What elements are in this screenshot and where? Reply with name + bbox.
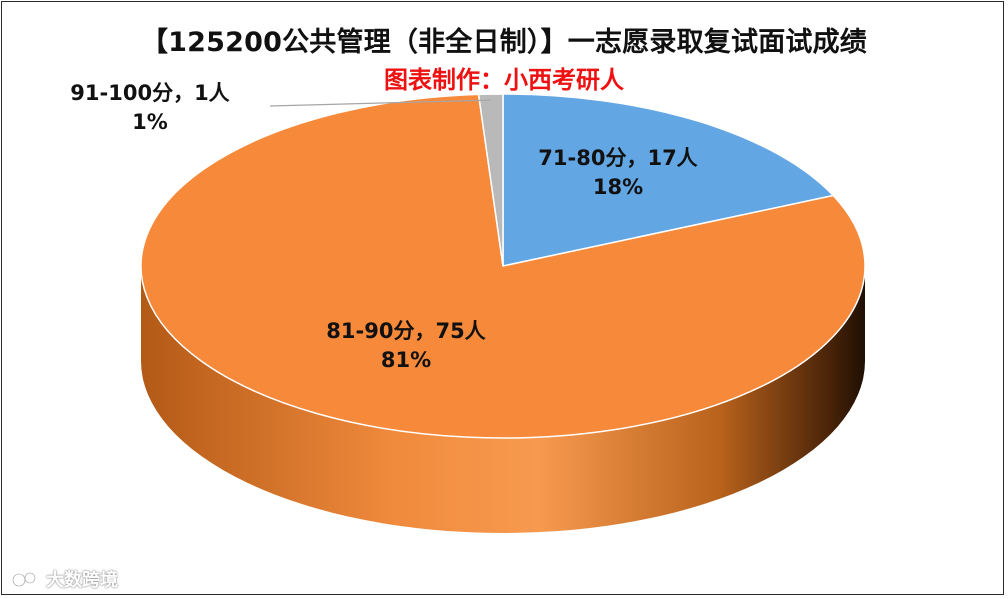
slice-71-80-percent-label: 18% [593, 175, 643, 199]
slice-81-90-percent-label: 81% [381, 348, 431, 372]
slice-71-80-label: 71-80分，17人 [538, 146, 697, 170]
watermark-text: 大数跨境 [46, 570, 118, 591]
leader-line-91-100 [269, 99, 491, 107]
pie-side [141, 266, 865, 533]
slice-91-100-percent-label: 1% [132, 110, 168, 134]
pie-top [140, 93, 866, 439]
chart-subtitle: 图表制作：小西考研人 [384, 66, 624, 94]
chart-title: 【125200公共管理（非全日制）】一志愿录取复试面试成绩 [140, 27, 868, 58]
pie-labels: 71-80分，17人 18% 81-90分，75人 81% 91-100分，1人 1% [70, 81, 697, 372]
slice-91-100 [477, 93, 504, 267]
watermark-logo-icon [12, 571, 37, 588]
slice-side-81-90 [141, 266, 865, 533]
slice-81-90-label: 81-90分，75人 [326, 319, 485, 343]
slice-91-100-label: 91-100分，1人 [70, 81, 229, 105]
pie-leaders [269, 99, 491, 107]
slice-71-80 [502, 93, 834, 267]
watermark: 大数跨境 [12, 566, 118, 592]
